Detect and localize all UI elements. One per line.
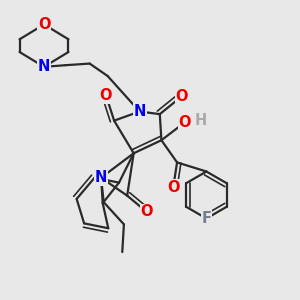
Text: F: F bbox=[201, 211, 212, 226]
Text: N: N bbox=[95, 170, 107, 185]
Text: O: O bbox=[178, 115, 191, 130]
Text: H: H bbox=[194, 113, 207, 128]
Text: O: O bbox=[140, 205, 153, 220]
Text: O: O bbox=[167, 180, 179, 195]
Text: O: O bbox=[176, 89, 188, 104]
Text: N: N bbox=[134, 104, 146, 119]
Text: O: O bbox=[38, 17, 50, 32]
Text: O: O bbox=[100, 88, 112, 103]
Text: N: N bbox=[38, 59, 50, 74]
